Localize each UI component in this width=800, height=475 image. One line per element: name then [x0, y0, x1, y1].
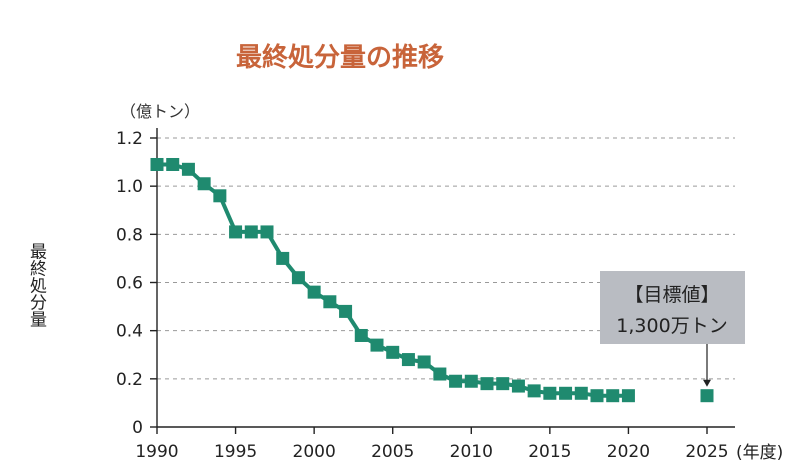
data-point — [339, 304, 353, 318]
y-unit-label: （億トン） — [120, 102, 200, 121]
data-point — [213, 189, 227, 203]
data-point — [197, 177, 211, 191]
data-point — [449, 374, 463, 388]
data-point — [574, 386, 588, 400]
data-series — [150, 157, 635, 403]
data-point — [511, 379, 525, 393]
data-point — [527, 384, 541, 398]
data-point — [433, 367, 447, 381]
chart-title: 最終処分量の推移 — [236, 42, 444, 73]
y-axis-title: 最終処分量 — [26, 243, 47, 328]
x-tick-label: 2020 — [607, 442, 650, 462]
y-tick-label: 1.0 — [116, 177, 143, 197]
data-point — [621, 389, 635, 403]
data-point — [354, 328, 368, 342]
data-point — [370, 338, 384, 352]
series-line — [157, 162, 629, 398]
x-unit-label: (年度) — [736, 443, 783, 463]
target-point — [700, 389, 714, 403]
y-tick-label: 0.6 — [116, 274, 143, 294]
axes: 0 0.2 0.4 0.6 0.8 1.0 1.2 1990 1995 2000 2005 2010 2… — [116, 128, 735, 462]
data-point — [291, 271, 305, 285]
target-arrow-head — [703, 379, 711, 387]
data-point — [260, 225, 274, 239]
data-point — [480, 377, 494, 391]
data-point — [417, 355, 431, 369]
data-point — [229, 225, 243, 239]
y-tick-label: 0 — [132, 418, 143, 438]
target-label-line1: 【目標値】 — [624, 284, 719, 306]
data-point — [496, 377, 510, 391]
data-point — [276, 251, 290, 265]
data-point — [150, 157, 164, 171]
data-point — [244, 225, 258, 239]
x-tick-label: 2005 — [371, 442, 414, 462]
target-box — [600, 271, 745, 344]
x-tick-label: 2015 — [528, 442, 571, 462]
data-point — [307, 285, 321, 299]
data-point — [181, 162, 195, 176]
y-tick-label: 0.8 — [116, 225, 143, 245]
x-tick-label: 2000 — [293, 442, 336, 462]
target-annotation: 【目標値】 1,300万トン — [600, 271, 745, 403]
data-point — [166, 157, 180, 171]
data-point — [543, 386, 557, 400]
x-tick-label: 2010 — [450, 442, 493, 462]
y-tick-label: 0.2 — [116, 370, 143, 390]
data-point — [401, 353, 415, 367]
x-tick-label: 1990 — [135, 442, 178, 462]
y-tick-label: 1.2 — [116, 129, 143, 149]
data-point — [386, 345, 400, 359]
target-label-line2: 1,300万トン — [616, 315, 727, 337]
data-point — [590, 389, 604, 403]
data-point — [323, 295, 337, 309]
data-point — [464, 374, 478, 388]
x-tick-label: 2025 — [685, 442, 728, 462]
y-tick-label: 0.4 — [116, 322, 143, 342]
data-point — [559, 386, 573, 400]
x-tick-label: 1995 — [214, 442, 257, 462]
data-point — [606, 389, 620, 403]
